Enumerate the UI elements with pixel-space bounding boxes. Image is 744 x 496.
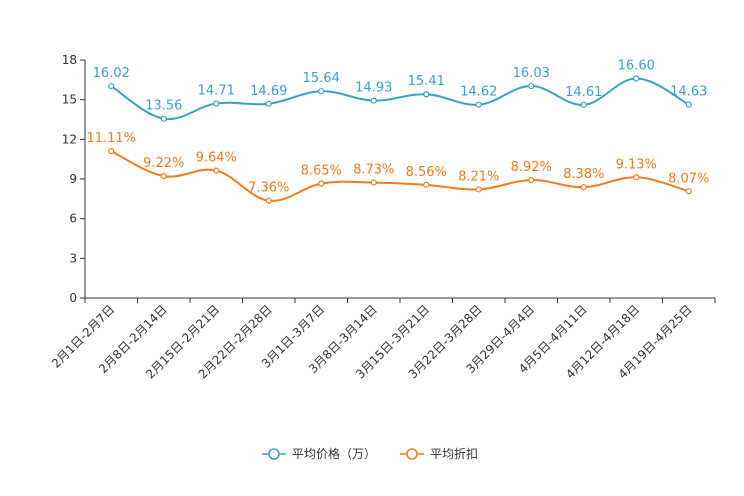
data-labels: 16.02 13.56 14.71 14.69 15.64 14.93 15.41 14.62…: [86, 59, 709, 196]
series-1-point[interactable]: [108, 148, 115, 155]
series-1-data-label: 9.13%: [616, 157, 657, 172]
y-tick-label: 6: [69, 212, 77, 226]
series-0-data-label: 16.02: [93, 66, 130, 81]
legend-item-1[interactable]: 平均折扣: [400, 446, 478, 461]
series-0-point[interactable]: [528, 82, 535, 90]
series-0-data-label: 14.71: [198, 84, 235, 99]
series-1-data-label: 8.21%: [458, 169, 499, 184]
series-0-point[interactable]: [160, 115, 167, 122]
y-tick-label: 3: [69, 251, 77, 265]
series-line-0: [110, 77, 690, 121]
series-0-data-label: 13.56: [145, 99, 182, 114]
y-tick-label: 0: [69, 291, 77, 305]
series-1-point[interactable]: [580, 184, 587, 191]
series-0-point[interactable]: [108, 83, 115, 90]
legend[interactable]: 平均价格（万） 平均折扣: [262, 446, 478, 461]
series-1-point[interactable]: [370, 179, 377, 186]
series-1-point[interactable]: [265, 197, 272, 204]
series-0-data-label: 14.63: [670, 85, 707, 100]
series-0-point[interactable]: [633, 75, 640, 82]
series-0-data-label: 16.60: [618, 59, 655, 74]
series-1-data-label: 9.64%: [196, 151, 237, 166]
legend-label: 平均折扣: [430, 446, 478, 461]
y-tick-label: 15: [62, 93, 77, 107]
series-0-data-label: 14.61: [565, 85, 602, 100]
series-0-point[interactable]: [318, 88, 325, 95]
legend-marker-icon: [268, 448, 280, 460]
series-0-point[interactable]: [685, 101, 692, 108]
series-1-point[interactable]: [213, 167, 220, 174]
legend-marker-icon: [406, 448, 418, 460]
y-tick-label: 12: [62, 132, 77, 146]
series-1-point[interactable]: [318, 180, 325, 187]
y-tick-label: 9: [69, 172, 77, 186]
series-layer: [108, 75, 692, 204]
series-0-data-label: 15.64: [303, 71, 340, 86]
series-1-point[interactable]: [685, 188, 692, 195]
legend-item-0[interactable]: 平均价格（万）: [262, 446, 376, 461]
series-1-point[interactable]: [160, 172, 167, 180]
series-1-data-label: 8.92%: [511, 160, 552, 175]
series-1-point[interactable]: [423, 181, 430, 188]
series-line-1: [110, 150, 690, 202]
series-1-data-label: 7.36%: [248, 181, 289, 196]
series-1-point[interactable]: [475, 186, 482, 193]
series-1-point[interactable]: [528, 176, 535, 184]
series-1-data-label: 8.56%: [406, 165, 447, 180]
series-1-data-label: 8.73%: [353, 163, 394, 178]
y-tick-label: 18: [62, 53, 77, 67]
series-0-point[interactable]: [475, 101, 482, 108]
series-0-data-label: 14.69: [250, 84, 287, 99]
series-1-data-label: 9.22%: [143, 156, 184, 171]
series-1-data-label: 8.38%: [563, 167, 604, 182]
series-0-point[interactable]: [370, 97, 377, 104]
series-0-point[interactable]: [265, 100, 272, 107]
series-1-data-label: 8.65%: [301, 164, 342, 179]
series-0-data-label: 15.41: [408, 74, 445, 89]
series-1-data-label: 11.11%: [86, 131, 136, 146]
series-1-data-label: 8.07%: [668, 171, 709, 186]
series-0-data-label: 16.03: [513, 66, 550, 81]
legend-label: 平均价格（万）: [292, 446, 376, 461]
series-0-data-label: 14.62: [460, 85, 497, 100]
series-0-data-label: 14.93: [355, 81, 392, 96]
series-0-point[interactable]: [213, 100, 220, 107]
series-0-point[interactable]: [423, 91, 430, 98]
series-0-point[interactable]: [580, 101, 587, 108]
series-1-point[interactable]: [633, 174, 640, 181]
